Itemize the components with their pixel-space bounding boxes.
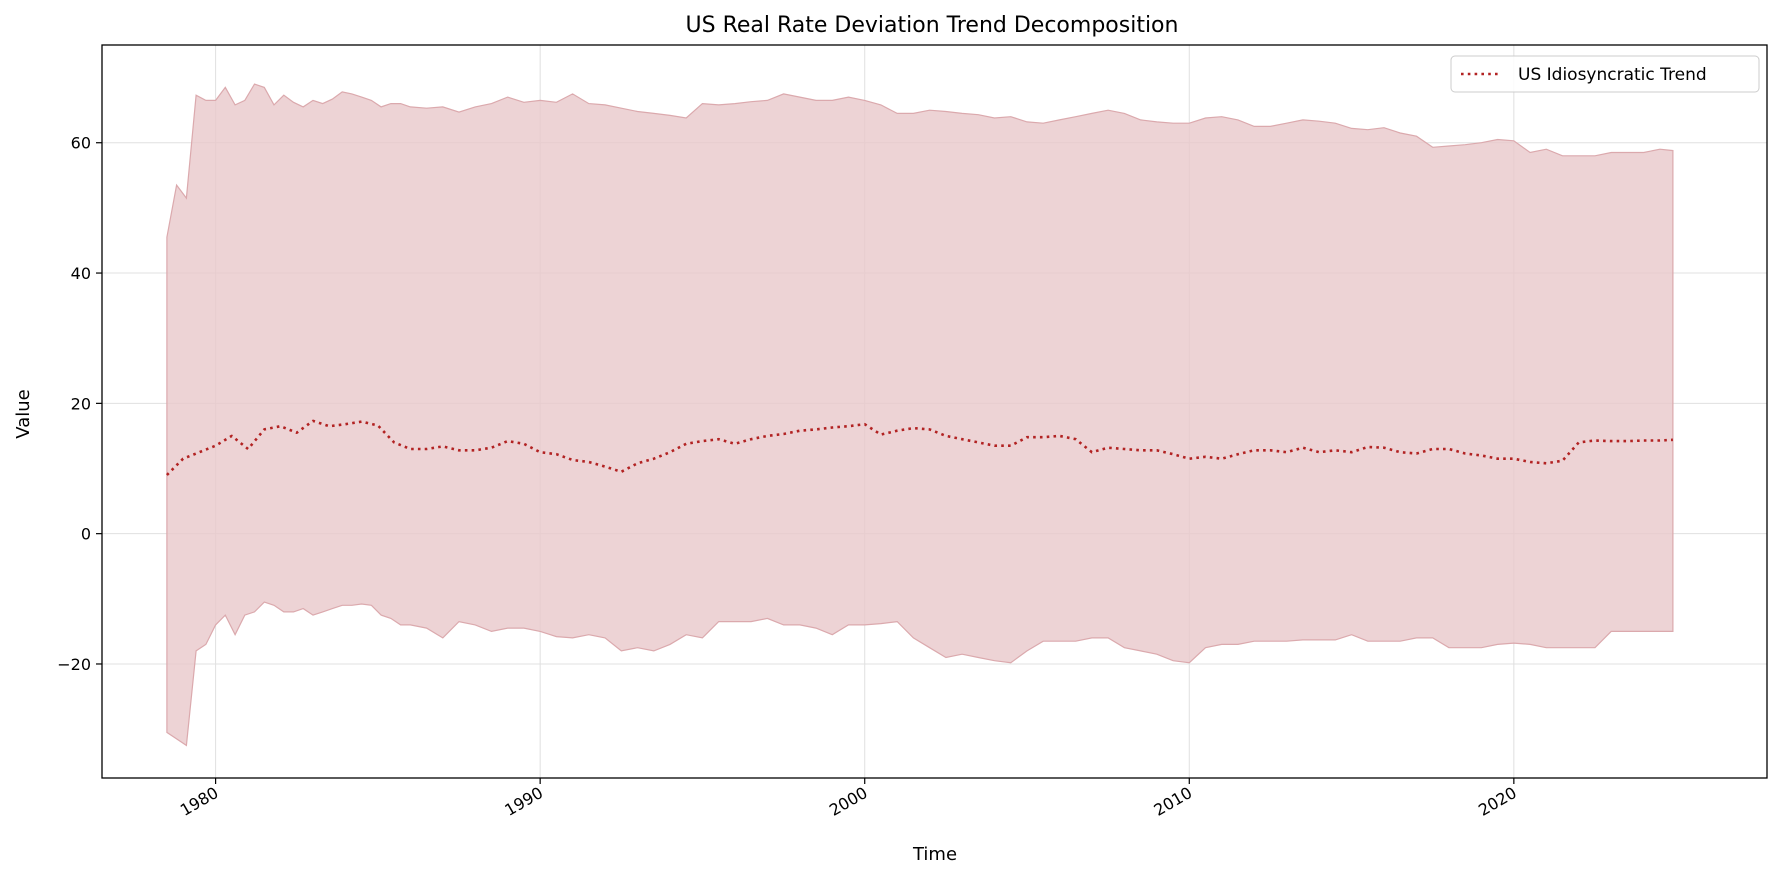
x-tick-label: 2000 bbox=[826, 783, 871, 820]
chart-title: US Real Rate Deviation Trend Decompositi… bbox=[686, 13, 1179, 38]
x-tick-label: 2020 bbox=[1475, 783, 1520, 820]
y-axis-label: Value bbox=[13, 389, 34, 438]
legend: US Idiosyncratic Trend bbox=[1450, 55, 1760, 93]
y-tick-label: 40 bbox=[71, 264, 91, 283]
x-tick-label: 1980 bbox=[177, 783, 222, 820]
plot-frame bbox=[101, 44, 1768, 779]
legend-label-us-idiosyncratic-trend: US Idiosyncratic Trend bbox=[1518, 65, 1707, 85]
series-group bbox=[165, 419, 1673, 476]
x-tick-label: 2010 bbox=[1151, 783, 1196, 820]
y-tick-label: 20 bbox=[71, 394, 91, 413]
legend-frame bbox=[1450, 55, 1760, 93]
x-tick-label: 1990 bbox=[501, 783, 546, 820]
y-tick-label: −20 bbox=[57, 655, 91, 674]
band-area-group bbox=[166, 83, 1674, 747]
series-line-us-idiosyncratic-trend bbox=[165, 419, 1673, 476]
y-tick-label: 60 bbox=[71, 134, 91, 153]
x-axis-label: Time bbox=[912, 844, 957, 865]
band-area bbox=[166, 83, 1674, 747]
y-tick-label: 0 bbox=[81, 525, 91, 544]
